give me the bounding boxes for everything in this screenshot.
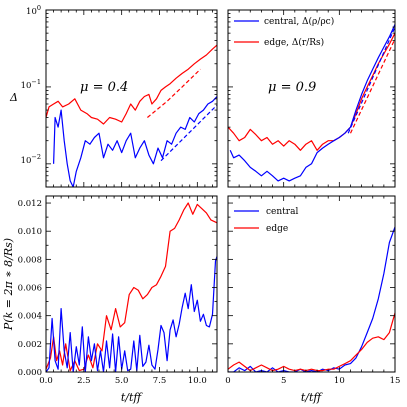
panel-tl-ylabel: Δ (9, 91, 18, 104)
panel-tl-ytick-base: 10 (21, 156, 32, 166)
panel-bl-xtick-label: 7.5 (153, 376, 167, 386)
panel-tl-ytick-label: 10−1 (21, 78, 41, 91)
panel-tl-ytick-exp: −2 (31, 153, 41, 161)
panel-tl-frame (45, 9, 218, 188)
legend-label-central: central, Δ(ρ/ρc) (264, 16, 334, 27)
panel-br-xtick-label: 0 (225, 376, 230, 386)
panel-bl-ytick-label: 0.002 (18, 340, 42, 350)
series-edge-line (228, 312, 395, 372)
panel-bl-yticklabels: 0.000 0.002 0.004 0.006 0.008 0.010 0.012 (18, 199, 42, 378)
panel-br-xlabel: t/tff (301, 391, 324, 404)
panel-bl-xtick-label: 5.0 (115, 376, 129, 386)
panel-br-xticklabels: 0 5 10 15 (225, 376, 400, 386)
panel-tr-annotation: μ = 0.9 (268, 80, 316, 95)
panel-bl-xtick-label: 10.0 (188, 376, 207, 386)
panel-br-frame (227, 195, 396, 373)
series-edge-line (228, 32, 395, 151)
panel-bl-xticklabels: 0.0 2.5 5.0 7.5 10.0 (39, 376, 207, 386)
panel-tl-ytick-label: 10−2 (21, 153, 41, 166)
panel-bl: P(k = 2π ∗ 8/Rs) t/tff 0.0000.0020.0040.… (2, 195, 218, 404)
series-edge-line (46, 44, 217, 125)
panel-tl-ytick-exp: −1 (31, 78, 41, 86)
panel-bl-series (46, 202, 217, 372)
panel-bl-ytick-label: 0.004 (18, 312, 42, 322)
series-central-line (229, 24, 395, 182)
panel-bl-ylabel: P(k = 2π ∗ 8/Rs) (2, 238, 15, 331)
panel-br-legend: central edge (234, 207, 298, 234)
panel-tl-annotation: μ = 0.4 (80, 80, 128, 95)
series-central-fit-line (160, 104, 217, 162)
panel-tr-frame (227, 9, 396, 188)
panel-br-xtick-label: 15 (390, 376, 401, 386)
legend-label-edge: edge, Δ(r/Rs) (264, 37, 324, 48)
panel-bl-ytick-label: 0.008 (18, 255, 42, 265)
panel-bl-xlabel: t/tff (121, 391, 144, 404)
panel-tl-series (46, 44, 217, 187)
panel-tl-ytick-label: 100 (26, 4, 41, 17)
panel-tl-ytick-base: 10 (26, 7, 37, 17)
series-edge-fit-line (349, 38, 395, 134)
series-central-line (228, 226, 395, 372)
panel-bl-frame (45, 195, 218, 373)
legend-label-edge: edge (266, 224, 288, 234)
legend-label-central: central (266, 207, 298, 217)
panel-tr-series (228, 24, 395, 182)
panel-bl-ytick-label: 0.000 (18, 368, 42, 378)
panel-bl-ytick-label: 0.012 (18, 199, 42, 209)
panel-bl-ytick-label: 0.010 (18, 227, 42, 237)
series-central-line (46, 256, 217, 372)
panel-br-xtick-label: 10 (334, 376, 345, 386)
panel-tl-ytick-base: 10 (21, 81, 32, 91)
panel-tr: μ = 0.9 central, Δ(ρ/ρc) edge, Δ(r/Rs) (227, 9, 396, 188)
panel-bl-xtick-label: 0.0 (39, 376, 53, 386)
series-edge-fit-line (147, 68, 201, 118)
panel-br: t/tff 0 5 10 15 central edge (225, 195, 400, 404)
panel-br-series (228, 226, 395, 372)
panel-tr-legend: central, Δ(ρ/ρc) edge, Δ(r/Rs) (234, 16, 334, 48)
panel-br-xtick-label: 5 (281, 376, 286, 386)
panel-br-plot (227, 196, 396, 373)
panel-tl: μ = 0.4 Δ 10−2 10−1 100 (9, 4, 218, 188)
panel-tl-ytick-exp: 0 (37, 4, 41, 12)
panel-bl-xtick-label: 2.5 (77, 376, 91, 386)
series-central-line (53, 96, 217, 187)
panel-bl-ytick-label: 0.006 (18, 284, 42, 294)
